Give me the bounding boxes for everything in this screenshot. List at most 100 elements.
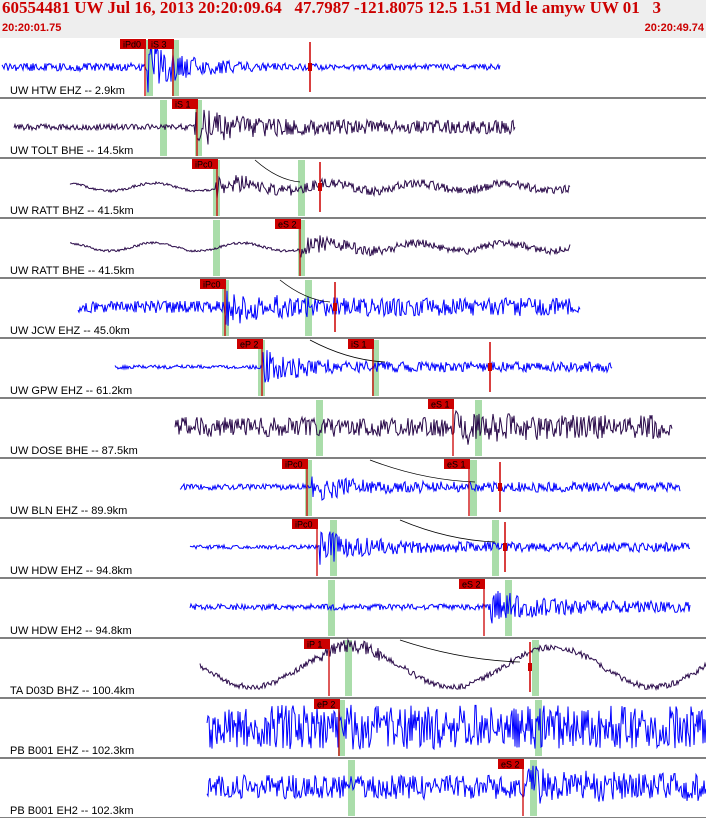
pick-label: iPc0 xyxy=(295,520,313,530)
pick-flag[interactable] xyxy=(304,639,330,649)
amplitude-marker-box xyxy=(503,543,507,551)
pick-flag[interactable] xyxy=(459,579,485,589)
waveform xyxy=(13,109,516,145)
trace-row: eP 2 iS 1 UW GPW EHZ -- 61.2km xyxy=(0,339,706,399)
pick-flag[interactable] xyxy=(120,39,146,49)
waveform xyxy=(189,531,691,565)
trace-row: eS 2 UW RATT BHE -- 41.5km xyxy=(0,219,706,279)
pick-flag[interactable] xyxy=(282,459,308,469)
pick-label: iS 3 xyxy=(151,40,167,50)
trace-row: iPc0 UW JCW EHZ -- 45.0km xyxy=(0,279,706,339)
phase-window xyxy=(492,520,499,576)
pick-label: iS 1 xyxy=(351,340,367,350)
amplitude-marker-box xyxy=(498,483,502,491)
trace-row: iPc0 UW RATT BHZ -- 41.5km xyxy=(0,159,706,219)
trace-row: eS 1 UW DOSE BHE -- 87.5km xyxy=(0,399,706,459)
phase-window xyxy=(532,640,539,696)
waveform xyxy=(114,350,613,383)
pick-label: iPc0 xyxy=(195,160,213,170)
station-label: UW HTW EHZ -- 2.9km xyxy=(10,85,125,97)
trace-row: eS 2 PB B001 EH2 -- 102.3km xyxy=(0,759,706,818)
travel-time-curve xyxy=(309,339,386,363)
pick-label: iP 1 xyxy=(307,640,322,650)
header-bar: 60554481 UW Jul 16, 2013 20:20:09.64 47.… xyxy=(0,0,706,38)
pick-flag[interactable] xyxy=(498,759,524,769)
pick-flag[interactable] xyxy=(292,519,318,529)
station-label: PB B001 EHZ -- 102.3km xyxy=(10,745,134,757)
travel-time-curve xyxy=(279,279,331,303)
amplitude-marker-box xyxy=(308,63,312,71)
trace-row: iP 1 TA D03D BHZ -- 100.4km xyxy=(0,638,706,699)
pick-flag[interactable] xyxy=(348,339,374,349)
station-label: UW DOSE BHE -- 87.5km xyxy=(10,445,138,457)
waveform xyxy=(189,590,691,624)
pick-label: iPc0 xyxy=(285,460,303,470)
travel-time-curve xyxy=(399,519,496,543)
pick-label: eS 2 xyxy=(278,220,297,230)
waveform xyxy=(77,290,581,326)
waveform xyxy=(179,476,681,501)
station-label: UW TOLT BHE -- 14.5km xyxy=(10,145,133,157)
phase-window xyxy=(345,640,352,696)
pick-flag[interactable] xyxy=(428,399,454,409)
travel-time-curve xyxy=(399,639,521,663)
pick-flag[interactable] xyxy=(275,219,301,229)
waveform xyxy=(199,638,706,691)
pick-flag[interactable] xyxy=(172,99,198,109)
pick-label: iPd0 xyxy=(123,40,141,50)
phase-window xyxy=(338,700,345,756)
travel-time-curve xyxy=(369,459,476,483)
pick-label: iS 1 xyxy=(175,100,191,110)
station-label: UW RATT BHZ -- 41.5km xyxy=(10,205,134,217)
waveform xyxy=(1,44,501,93)
waveform xyxy=(206,765,706,804)
phase-window xyxy=(298,220,305,276)
pick-label: iPc0 xyxy=(203,280,221,290)
trace-row: iPc0 UW HDW EHZ -- 94.8km xyxy=(0,519,706,579)
trace-row: iS 1 UW TOLT BHE -- 14.5km xyxy=(0,99,706,159)
amplitude-marker-box xyxy=(528,663,532,671)
waveform xyxy=(69,235,571,258)
phase-window xyxy=(172,40,179,96)
station-label: UW GPW EHZ -- 61.2km xyxy=(10,385,132,397)
pick-label: eS 1 xyxy=(447,460,466,470)
station-label: UW JCW EHZ -- 45.0km xyxy=(10,325,130,337)
amplitude-marker-box xyxy=(333,303,337,311)
trace-row: iPd0 iS 3 UW HTW EHZ -- 2.9km xyxy=(0,39,706,99)
phase-window xyxy=(470,460,477,516)
pick-flag[interactable] xyxy=(192,159,218,169)
seismogram-panel: iPd0 iS 3 UW HTW EHZ -- 2.9km iS 1 UW TOLT B… xyxy=(0,39,706,818)
pick-label: eP 2 xyxy=(317,700,335,710)
phase-window xyxy=(305,280,312,336)
amplitude-marker-box xyxy=(488,363,492,371)
station-label: UW HDW EH2 -- 94.8km xyxy=(10,625,132,637)
trace-row: eS 2 UW HDW EH2 -- 94.8km xyxy=(0,579,706,639)
phase-window xyxy=(160,100,167,156)
waveform xyxy=(174,409,673,445)
pick-flag[interactable] xyxy=(314,699,340,709)
pick-flag[interactable] xyxy=(444,459,470,469)
pick-flag[interactable] xyxy=(237,339,263,349)
pick-label: eS 2 xyxy=(462,580,481,590)
start-time: 20:20:01.75 xyxy=(2,22,62,34)
phase-window xyxy=(348,760,355,816)
station-label: UW BLN EHZ -- 89.9km xyxy=(10,505,127,517)
phase-window xyxy=(195,100,202,156)
phase-window xyxy=(213,220,220,276)
amplitude-marker-box xyxy=(318,183,322,191)
pick-label: eS 2 xyxy=(501,760,520,770)
waveform xyxy=(206,704,706,751)
pick-label: eP 2 xyxy=(240,340,258,350)
phase-window xyxy=(146,40,153,96)
pick-flag[interactable] xyxy=(148,39,174,49)
trace-row: iPc0 eS 1 UW BLN EHZ -- 89.9km xyxy=(0,459,706,519)
travel-time-curve xyxy=(254,159,301,183)
station-label: UW RATT BHE -- 41.5km xyxy=(10,265,134,277)
end-time: 20:20:49.74 xyxy=(644,22,704,34)
station-label: PB B001 EH2 -- 102.3km xyxy=(10,805,134,817)
phase-window xyxy=(316,400,323,456)
station-label: TA D03D BHZ -- 100.4km xyxy=(10,685,135,697)
pick-label: eS 1 xyxy=(431,400,450,410)
pick-flag[interactable] xyxy=(200,279,226,289)
station-label: UW HDW EHZ -- 94.8km xyxy=(10,565,132,577)
